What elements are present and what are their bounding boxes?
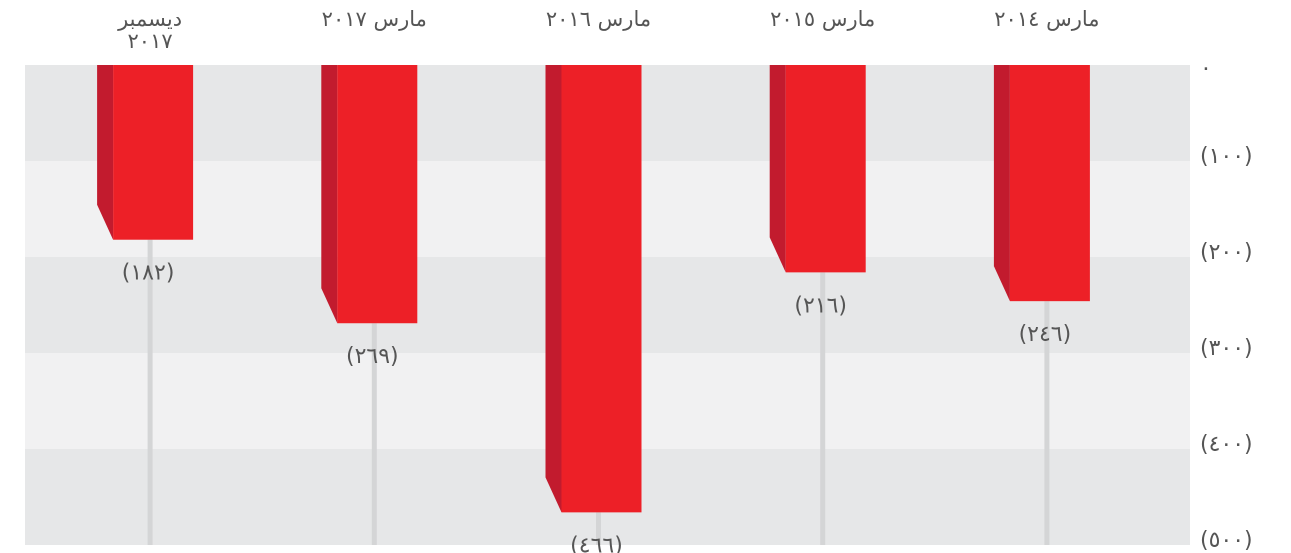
bar-side <box>321 65 338 324</box>
bar-side <box>545 65 562 513</box>
bar <box>337 65 418 324</box>
value-label: (٢٦٩) <box>346 344 399 369</box>
value-label: (٢١٦) <box>794 293 847 318</box>
x-tick-label: مارس ٢٠١٤ <box>994 7 1100 31</box>
x-tick-label: مارس ٢٠١٥ <box>770 7 876 31</box>
bar <box>561 65 642 513</box>
x-tick-label: ديسمبر ٢٠١٧ <box>118 7 183 53</box>
y-tick-label: (٣٠٠) <box>1200 336 1253 361</box>
bar <box>785 65 866 273</box>
x-tick-label: مارس ٢٠١٧ <box>321 7 427 31</box>
bar <box>1009 65 1090 302</box>
value-label: (٢٤٦) <box>1019 322 1072 347</box>
value-label: (٤٦٦) <box>570 533 623 553</box>
y-tick-label: (٢٠٠) <box>1200 240 1253 265</box>
bar-side <box>769 65 786 273</box>
y-tick-label: ٠ <box>1200 56 1212 81</box>
bar-side <box>97 65 114 240</box>
y-tick-label: (٥٠٠) <box>1200 528 1253 553</box>
y-tick-label: (١٠٠) <box>1200 144 1253 169</box>
bar <box>113 65 194 240</box>
x-tick-label: مارس ٢٠١٦ <box>545 7 652 31</box>
bar-side <box>993 65 1010 302</box>
y-tick-label: (٤٠٠) <box>1200 432 1253 457</box>
value-label: (١٨٢) <box>122 261 175 286</box>
